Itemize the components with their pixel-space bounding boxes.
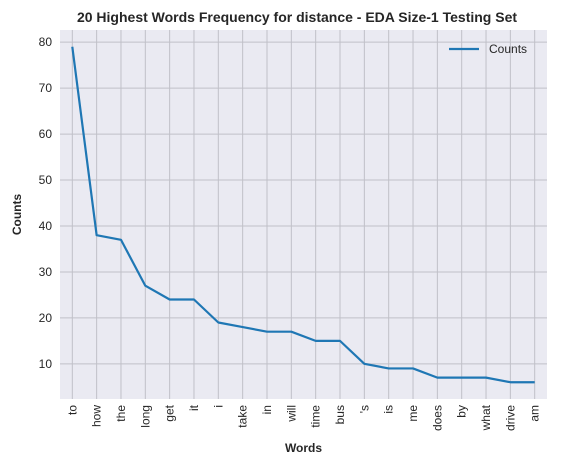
x-tick-label: i bbox=[211, 405, 225, 408]
y-axis-label: Counts bbox=[10, 194, 24, 236]
x-tick-label: long bbox=[138, 405, 152, 428]
x-tick-label: the bbox=[114, 405, 128, 422]
x-tick-label: in bbox=[260, 405, 274, 414]
y-tick-label: 40 bbox=[39, 219, 53, 233]
x-axis-ticks: to how the long get it i take in will time bus 's is m… bbox=[65, 404, 541, 431]
x-tick-label: bus bbox=[333, 405, 347, 424]
x-tick-label: how bbox=[90, 405, 104, 427]
x-tick-label: what bbox=[479, 404, 493, 431]
y-tick-label: 60 bbox=[39, 127, 53, 141]
x-tick-label: take bbox=[236, 405, 250, 428]
plot-area bbox=[60, 30, 547, 399]
x-tick-label: me bbox=[406, 405, 420, 422]
x-tick-label: drive bbox=[503, 405, 517, 431]
x-tick-label: time bbox=[309, 405, 323, 428]
y-tick-label: 30 bbox=[39, 265, 53, 279]
y-tick-label: 70 bbox=[39, 81, 53, 95]
x-tick-label: 's bbox=[357, 405, 371, 413]
y-axis-ticks: 10 20 30 40 50 60 70 80 bbox=[39, 35, 53, 371]
x-tick-label: am bbox=[528, 405, 542, 422]
y-tick-label: 20 bbox=[39, 311, 53, 325]
x-tick-label: is bbox=[382, 405, 396, 414]
y-tick-label: 10 bbox=[39, 357, 53, 371]
y-tick-label: 80 bbox=[39, 35, 53, 49]
chart-title: 20 Highest Words Frequency for distance … bbox=[77, 9, 517, 25]
series-line-counts bbox=[71, 46, 535, 384]
x-tick-label: by bbox=[455, 405, 469, 418]
gridlines bbox=[60, 30, 547, 399]
x-axis-label: Words bbox=[285, 441, 322, 455]
legend-label-counts: Counts bbox=[489, 42, 527, 56]
x-tick-label: it bbox=[187, 404, 201, 411]
y-tick-label: 50 bbox=[39, 173, 53, 187]
legend: Counts bbox=[449, 42, 527, 56]
x-tick-label: get bbox=[163, 404, 177, 421]
x-tick-label: will bbox=[284, 405, 298, 423]
x-tick-label: to bbox=[65, 405, 79, 415]
x-tick-label: does bbox=[430, 405, 444, 431]
